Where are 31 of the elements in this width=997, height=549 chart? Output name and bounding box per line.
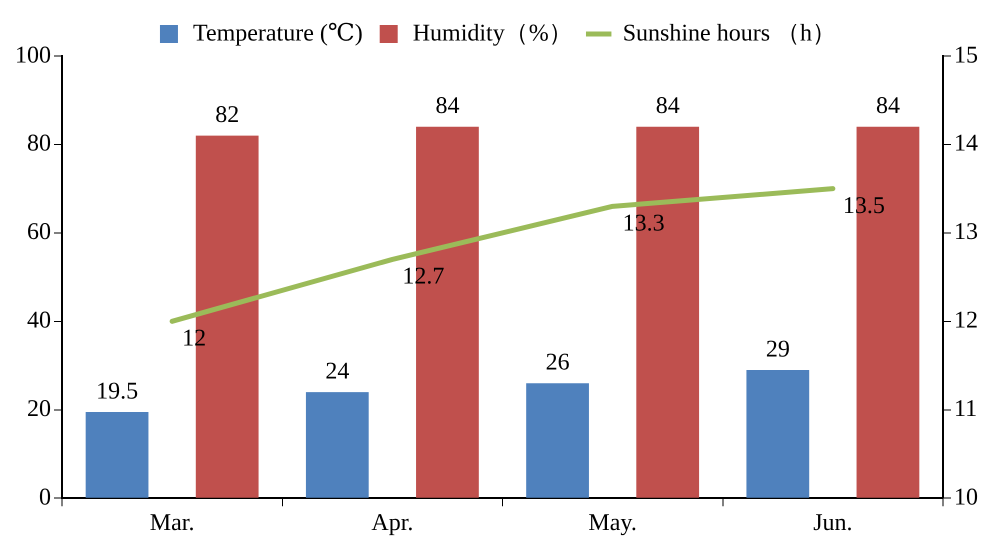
y-tick-label: 60 [27, 219, 51, 246]
y2-tick-label: 10 [954, 484, 978, 510]
y-tick-label: 100 [15, 42, 51, 68]
y-tick-label: 80 [27, 130, 51, 157]
x-tick-label: Mar. [150, 510, 194, 536]
data-label: 82 [215, 102, 240, 128]
y2-tick-label: 11 [954, 396, 978, 422]
legend-label: Sunshine hours （h） [622, 20, 836, 46]
data-label: 24 [325, 358, 350, 384]
y-tick-label: 0 [39, 484, 51, 510]
data-label: 29 [766, 336, 790, 362]
x-tick-label: May. [588, 510, 637, 536]
bar [86, 412, 148, 498]
y2-tick-label: 13 [954, 219, 978, 246]
x-tick-label: Jun. [813, 510, 853, 536]
legend-label: Temperature (℃) [192, 20, 363, 46]
y-tick-label: 20 [27, 396, 51, 422]
bar [526, 383, 589, 498]
data-label: 84 [656, 93, 680, 120]
data-label: 84 [435, 93, 460, 120]
bar [306, 392, 369, 498]
data-label: 84 [876, 93, 900, 120]
y2-tick-label: 14 [954, 130, 978, 157]
y2-tick-label: 12 [954, 308, 978, 334]
bar [746, 370, 810, 498]
legend-label: Humidity（%） [412, 20, 573, 46]
data-label: 26 [546, 350, 570, 376]
y2-tick-label: 15 [954, 42, 978, 68]
data-label: 19.5 [96, 378, 138, 404]
y-tick-label: 40 [27, 308, 51, 334]
x-tick-label: Apr. [371, 510, 414, 536]
